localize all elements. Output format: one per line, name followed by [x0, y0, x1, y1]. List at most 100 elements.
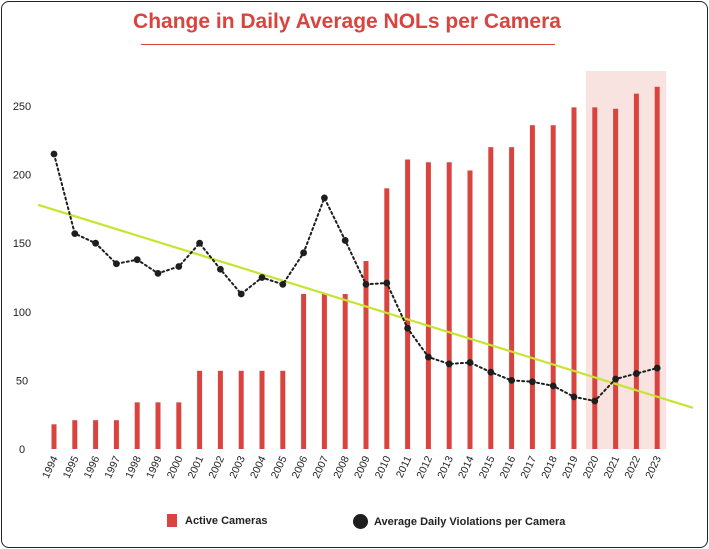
y-tick-label: 100 — [13, 307, 31, 319]
point-avg-violations — [653, 364, 661, 372]
y-tick-label: 250 — [13, 101, 31, 113]
point-avg-violations — [508, 377, 515, 384]
bar-active-cameras — [113, 420, 119, 449]
x-tick-label: 2018 — [539, 454, 560, 480]
x-tick-label: 2021 — [602, 454, 623, 480]
point-avg-violations — [113, 260, 120, 268]
x-tick-label: 2010 — [373, 454, 394, 480]
point-avg-violations — [341, 237, 349, 244]
y-tick-label: 150 — [13, 238, 31, 250]
x-tick-label: 2007 — [310, 454, 331, 480]
point-avg-violations — [154, 269, 162, 277]
bar-active-cameras — [51, 424, 57, 449]
bar-active-cameras — [405, 159, 411, 449]
bar-active-cameras — [301, 293, 307, 449]
bar-active-cameras — [550, 125, 556, 449]
x-tick-label: 2017 — [518, 454, 539, 480]
x-tick-label: 2004 — [248, 454, 269, 480]
bar-active-cameras — [633, 93, 639, 449]
x-tick-label: 2001 — [186, 454, 207, 480]
bar-active-cameras — [446, 162, 452, 449]
point-avg-violations — [425, 353, 432, 361]
x-tick-label: 2016 — [498, 454, 519, 480]
point-avg-violations — [92, 239, 99, 247]
x-tick-label: 2022 — [622, 454, 643, 480]
x-tick-label: 2003 — [227, 454, 248, 480]
bar-active-cameras — [259, 370, 265, 449]
bar-active-cameras — [197, 370, 203, 449]
point-avg-violations — [71, 230, 79, 237]
x-tick-label: 1996 — [82, 454, 103, 480]
point-avg-violations — [133, 256, 141, 264]
bar-active-cameras — [280, 370, 286, 449]
point-avg-violations — [258, 274, 266, 281]
bar-active-cameras — [467, 170, 473, 449]
legend-label-active-cameras: Active Cameras — [185, 514, 268, 527]
point-avg-violations — [237, 290, 245, 298]
bar-active-cameras — [529, 125, 535, 449]
bar-active-cameras — [488, 147, 494, 449]
x-tick-label: 2012 — [414, 454, 435, 480]
line-avg-violations — [53, 153, 659, 403]
x-tick-label: 1997 — [102, 454, 123, 480]
point-avg-violations — [404, 324, 411, 332]
x-tick-label: 1995 — [61, 454, 82, 480]
x-tick-label: 2002 — [206, 454, 227, 480]
legend-avg-violations: Average Daily Violations per Camera — [353, 514, 565, 529]
point-avg-violations — [633, 370, 640, 377]
point-avg-violations — [175, 263, 183, 270]
x-tick-label: 1994 — [40, 454, 61, 480]
x-tick-label: 1998 — [123, 454, 144, 480]
point-avg-violations — [383, 279, 391, 287]
bar-active-cameras — [592, 107, 598, 449]
bar-active-cameras — [176, 402, 182, 449]
bar-active-cameras — [613, 108, 619, 449]
bar-active-cameras — [363, 261, 369, 449]
bar-active-cameras — [217, 370, 223, 449]
highlight-band — [585, 71, 667, 449]
bar-active-cameras — [321, 293, 327, 449]
y-tick-label: 0 — [19, 444, 25, 456]
point-avg-violations — [570, 393, 578, 401]
point-avg-violations — [445, 360, 453, 368]
point-avg-violations — [487, 368, 495, 376]
point-avg-violations — [529, 378, 536, 386]
x-tick-label: 2014 — [456, 454, 477, 480]
bar-active-cameras — [654, 86, 660, 450]
x-tick-label: 2009 — [352, 454, 373, 480]
bar-active-cameras — [342, 293, 348, 449]
point-avg-violations — [196, 239, 204, 247]
trendline — [37, 203, 694, 409]
x-tick-label: 2000 — [165, 454, 186, 480]
y-tick-label: 200 — [13, 170, 31, 182]
chart-title: Change in Daily Average NOLs per Camera — [133, 10, 561, 33]
y-tick-label: 50 — [16, 375, 28, 387]
bar-active-cameras — [425, 162, 431, 449]
bar-active-cameras — [72, 420, 78, 449]
x-tick-label: 2011 — [394, 454, 414, 480]
x-tick-label: 2023 — [643, 454, 664, 480]
bar-active-cameras — [93, 420, 99, 449]
legend-active-cameras: Active Cameras — [167, 514, 268, 527]
point-avg-violations — [321, 194, 328, 202]
legend-dot-swatch — [353, 514, 368, 529]
point-avg-violations — [466, 359, 474, 366]
x-tick-label: 2013 — [435, 454, 456, 480]
point-avg-violations — [591, 397, 599, 405]
x-tick-label: 1999 — [144, 454, 165, 480]
x-tick-label: 2005 — [269, 454, 290, 480]
x-tick-label: 2015 — [477, 454, 498, 480]
bar-active-cameras — [155, 402, 161, 449]
point-avg-violations — [612, 375, 619, 383]
legend-bar-swatch — [167, 514, 177, 527]
point-avg-violations — [300, 249, 307, 257]
point-avg-violations — [549, 382, 557, 390]
x-tick-label: 2006 — [290, 454, 311, 480]
x-tick-label: 2020 — [581, 454, 602, 480]
point-avg-violations — [217, 265, 224, 273]
bar-active-cameras — [238, 370, 244, 449]
legend-label-avg-violations: Average Daily Violations per Camera — [374, 515, 566, 528]
bar-active-cameras — [384, 188, 390, 449]
point-avg-violations — [279, 280, 287, 288]
